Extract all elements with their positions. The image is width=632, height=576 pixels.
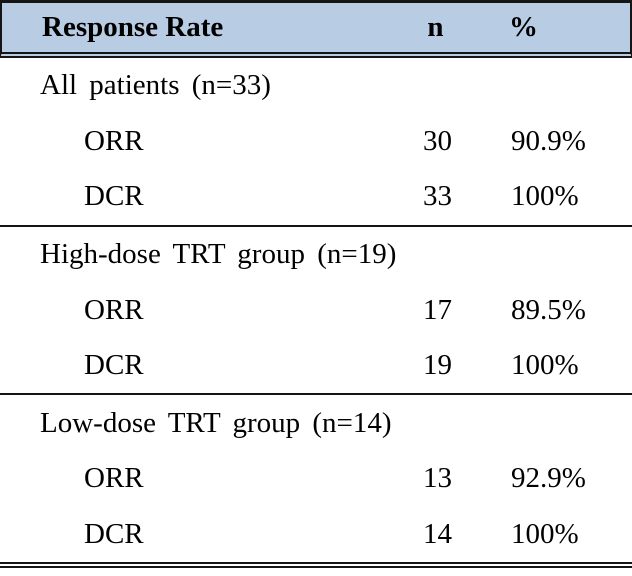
section-high-dose-trt: High-dose TRT group (n=19) ORR 17 89.5% … <box>0 224 632 394</box>
data-row-dcr: DCR 33 100% <box>0 169 632 225</box>
pct-value: 100% <box>511 517 579 550</box>
data-row-dcr: DCR 19 100% <box>0 338 632 394</box>
pct-value: 92.9% <box>511 462 586 495</box>
group-label: High-dose TRT group (n=19) <box>40 237 397 270</box>
n-value: 19 <box>423 349 452 382</box>
group-header-row: High-dose TRT group (n=19) <box>0 227 632 283</box>
section-low-dose-trt: Low-dose TRT group (n=14) ORR 13 92.9% D… <box>0 393 632 562</box>
header-col-n: n <box>427 11 444 43</box>
group-label: All patients (n=33) <box>40 69 271 102</box>
data-row-orr: ORR 13 92.9% <box>0 451 632 507</box>
pct-value: 89.5% <box>511 293 586 326</box>
group-header-row: All patients (n=33) <box>0 58 632 114</box>
row-label: ORR <box>84 124 144 157</box>
pct-value: 90.9% <box>511 124 586 157</box>
table-header-row: Response Rate n % <box>0 3 632 58</box>
n-value: 33 <box>423 180 452 213</box>
row-label: ORR <box>84 293 144 326</box>
row-label: DCR <box>84 349 144 382</box>
n-value: 13 <box>423 462 452 495</box>
row-label: DCR <box>84 517 144 550</box>
pct-value: 100% <box>511 180 579 213</box>
data-row-orr: ORR 17 89.5% <box>0 282 632 338</box>
n-value: 14 <box>423 517 452 550</box>
group-header-row: Low-dose TRT group (n=14) <box>0 395 632 451</box>
header-col-response-rate: Response Rate <box>42 11 224 43</box>
header-col-percent: % <box>509 11 538 43</box>
row-label: DCR <box>84 180 144 213</box>
pct-value: 100% <box>511 349 579 382</box>
n-value: 30 <box>423 124 452 157</box>
group-label: Low-dose TRT group (n=14) <box>40 406 392 439</box>
data-row-orr: ORR 30 90.9% <box>0 114 632 170</box>
section-all-patients: All patients (n=33) ORR 30 90.9% DCR 33 … <box>0 58 632 225</box>
n-value: 17 <box>423 293 452 326</box>
data-row-dcr: DCR 14 100% <box>0 506 632 562</box>
row-label: ORR <box>84 462 144 495</box>
